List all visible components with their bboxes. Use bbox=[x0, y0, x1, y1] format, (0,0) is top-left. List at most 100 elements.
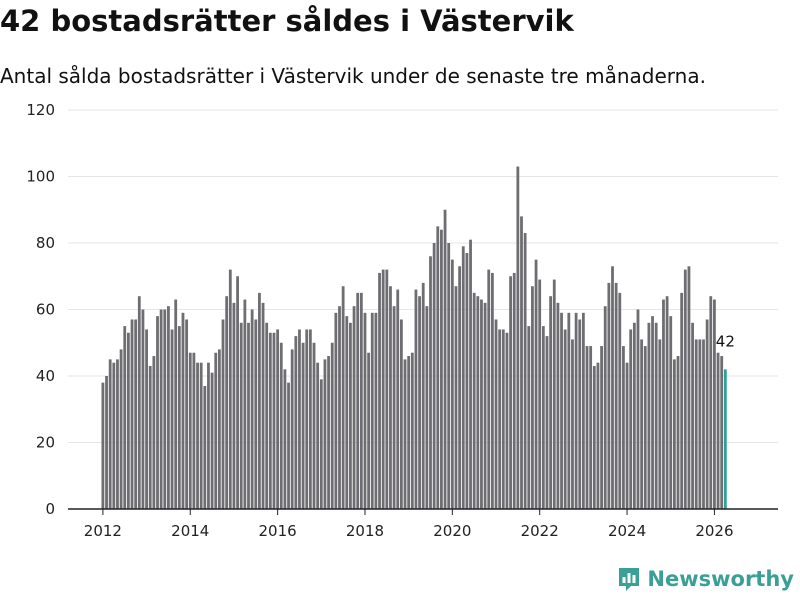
bar bbox=[512, 272, 516, 509]
bar bbox=[669, 316, 673, 509]
bar bbox=[294, 336, 298, 509]
bar bbox=[713, 299, 716, 509]
bar bbox=[552, 279, 556, 509]
bar bbox=[327, 356, 330, 509]
bar bbox=[531, 286, 534, 509]
bar bbox=[465, 252, 469, 509]
bar-chart-logo-icon bbox=[619, 568, 640, 591]
bar bbox=[232, 302, 236, 509]
bar bbox=[130, 319, 134, 509]
bar bbox=[225, 296, 229, 509]
bar bbox=[618, 292, 622, 509]
bar bbox=[196, 362, 199, 509]
bar bbox=[716, 352, 720, 509]
bar bbox=[250, 309, 254, 509]
bar bbox=[119, 349, 123, 509]
y-tick-label: 20 bbox=[36, 434, 55, 452]
bar bbox=[268, 332, 272, 509]
bar bbox=[560, 312, 563, 509]
y-axis-ticks: 0 20 40 60 80 100 120 bbox=[26, 101, 55, 518]
bar bbox=[694, 339, 698, 509]
bar bbox=[440, 229, 443, 509]
bar bbox=[283, 369, 287, 509]
y-tick-label: 100 bbox=[26, 168, 55, 186]
bar bbox=[378, 272, 381, 509]
bar bbox=[385, 269, 389, 509]
bar bbox=[443, 209, 447, 509]
bar bbox=[210, 372, 214, 509]
bar bbox=[101, 382, 105, 509]
bar bbox=[188, 352, 192, 509]
bar bbox=[647, 322, 651, 509]
bar bbox=[399, 319, 403, 509]
bar bbox=[563, 329, 567, 509]
bar bbox=[698, 339, 702, 509]
bar bbox=[105, 376, 108, 509]
bar bbox=[622, 346, 625, 509]
bar bbox=[305, 329, 309, 509]
bar bbox=[632, 322, 636, 509]
bar bbox=[290, 349, 294, 509]
bar bbox=[541, 326, 545, 509]
bar bbox=[279, 342, 283, 509]
bar bbox=[691, 322, 694, 509]
bar bbox=[421, 282, 425, 509]
bar bbox=[680, 292, 684, 509]
bar bbox=[461, 246, 465, 509]
bar bbox=[330, 342, 334, 509]
bar bbox=[640, 339, 644, 509]
bar bbox=[243, 299, 247, 509]
bar bbox=[163, 309, 167, 509]
bar bbox=[308, 329, 312, 509]
y-tick-label: 60 bbox=[36, 301, 55, 319]
bar bbox=[720, 356, 724, 509]
bar bbox=[683, 269, 687, 509]
bar bbox=[367, 352, 371, 509]
x-tick-label: 2014 bbox=[171, 522, 209, 540]
bar bbox=[265, 322, 269, 509]
bar bbox=[480, 299, 483, 509]
bar bbox=[239, 322, 243, 509]
bar bbox=[614, 282, 618, 509]
bar bbox=[520, 216, 523, 509]
bar bbox=[203, 385, 207, 509]
bar bbox=[527, 326, 531, 509]
bar bbox=[585, 346, 589, 509]
bar bbox=[556, 302, 560, 509]
bar bbox=[596, 362, 600, 509]
bar bbox=[207, 362, 210, 509]
bar bbox=[490, 272, 494, 509]
bar bbox=[636, 309, 640, 509]
x-axis-ticks: 2012 2014 2016 2018 2020 2022 2024 2026 bbox=[84, 509, 734, 540]
bar bbox=[381, 269, 385, 509]
bar bbox=[363, 312, 367, 509]
bar bbox=[450, 259, 454, 509]
bar bbox=[709, 296, 713, 509]
bar bbox=[672, 359, 676, 509]
bar bbox=[323, 359, 327, 509]
bar bbox=[472, 292, 476, 509]
bar bbox=[112, 362, 116, 509]
bar bbox=[432, 243, 436, 509]
bar bbox=[370, 312, 374, 509]
bar bbox=[338, 306, 341, 509]
bar bbox=[407, 356, 411, 509]
bar bbox=[134, 319, 138, 509]
bar bbox=[199, 362, 203, 509]
bar bbox=[359, 292, 363, 509]
bar bbox=[436, 226, 440, 509]
bar bbox=[549, 296, 553, 509]
bar bbox=[498, 329, 502, 509]
bar bbox=[702, 339, 705, 509]
bar bbox=[578, 319, 582, 509]
bar bbox=[643, 346, 647, 509]
bar bbox=[509, 276, 512, 509]
bar bbox=[145, 329, 148, 509]
y-tick-label: 0 bbox=[45, 500, 55, 518]
brand-name: Newsworthy bbox=[647, 567, 794, 591]
bar bbox=[483, 302, 487, 509]
bar bbox=[505, 332, 509, 509]
x-tick-label: 2026 bbox=[695, 522, 733, 540]
bar bbox=[152, 356, 156, 509]
